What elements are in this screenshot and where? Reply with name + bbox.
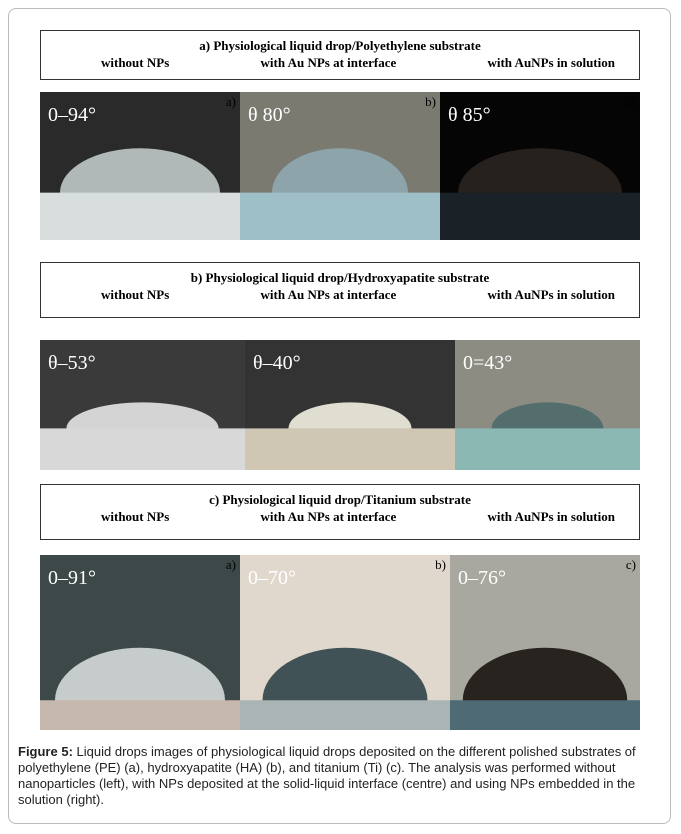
drop-image: θ 80° b) <box>240 92 440 240</box>
drop-photo <box>40 555 240 730</box>
contact-angle: θ–40° <box>253 352 301 374</box>
image-row: θ–53° θ–40° 0=43° <box>40 340 640 470</box>
panel-title: c) Physiological liquid drop/Titanium su… <box>209 492 471 507</box>
panel-title: b) Physiological liquid drop/Hydroxyapat… <box>190 270 490 285</box>
image-letter: a) <box>225 94 236 109</box>
drop-image: θ–53° <box>40 340 245 470</box>
drop-image: 0–91° a) <box>40 555 240 730</box>
image-row: 0–91° a) 0–70° b) 0–76° c) <box>40 555 640 730</box>
column-labels: without NPs with Au NPs at interface with … <box>41 54 639 71</box>
image-letter: b) <box>425 94 436 109</box>
drop-photo <box>450 555 640 730</box>
drop-photo <box>455 340 640 470</box>
drop-image: 0=43° <box>455 340 640 470</box>
image-letter: c) <box>625 94 636 109</box>
contact-angle: 0–76° <box>458 567 506 589</box>
contact-angle: 0–70° <box>248 567 296 589</box>
column-label: without NPs <box>101 509 170 524</box>
drop-image: 0–94° a) <box>40 92 240 240</box>
column-label: with Au NPs at interface <box>260 55 397 70</box>
drop-image: θ–40° <box>245 340 455 470</box>
column-label: with Au NPs at interface <box>260 509 397 524</box>
image-row: 0–94° a) θ 80° b) θ 85° c) <box>40 92 640 240</box>
contact-angle: 0–94° <box>48 104 96 126</box>
column-labels: without NPs with Au NPs at interface with … <box>41 286 639 303</box>
panel-header: a) Physiological liquid drop/Polyethylen… <box>40 30 640 80</box>
panel-header: c) Physiological liquid drop/Titanium su… <box>40 484 640 540</box>
column-label: with AuNPs in solution <box>487 287 615 302</box>
contact-angle: θ 85° <box>448 104 491 126</box>
drop-image: 0–76° c) <box>450 555 640 730</box>
caption-text: Liquid drops images of physiological liq… <box>18 744 636 807</box>
drop-photo <box>245 340 455 470</box>
column-label: with AuNPs in solution <box>487 55 615 70</box>
contact-angle: θ–53° <box>48 352 96 374</box>
image-letter: b) <box>435 557 446 572</box>
drop-photo <box>240 92 440 240</box>
drop-photo <box>240 555 450 730</box>
column-labels: without NPs with Au NPs at interface with … <box>41 508 639 525</box>
column-label: with Au NPs at interface <box>260 287 397 302</box>
contact-angle: 0=43° <box>463 352 513 374</box>
panel-title: a) Physiological liquid drop/Polyethylen… <box>199 38 481 53</box>
figure-frame <box>8 8 671 824</box>
contact-angle: 0–91° <box>48 567 96 589</box>
contact-angle: θ 80° <box>248 104 291 126</box>
column-label: with AuNPs in solution <box>487 509 615 524</box>
image-letter: a) <box>225 557 236 572</box>
caption: Figure 5: Liquid drops images of physiol… <box>18 744 663 808</box>
drop-photo <box>40 340 245 470</box>
caption-label: Figure 5: <box>18 744 73 759</box>
drop-photo <box>40 92 240 240</box>
image-letter: c) <box>625 557 636 572</box>
column-label: without NPs <box>101 287 170 302</box>
drop-photo <box>440 92 640 240</box>
drop-image: 0–70° b) <box>240 555 450 730</box>
column-label: without NPs <box>101 55 170 70</box>
panel-header: b) Physiological liquid drop/Hydroxyapat… <box>40 262 640 318</box>
drop-image: θ 85° c) <box>440 92 640 240</box>
